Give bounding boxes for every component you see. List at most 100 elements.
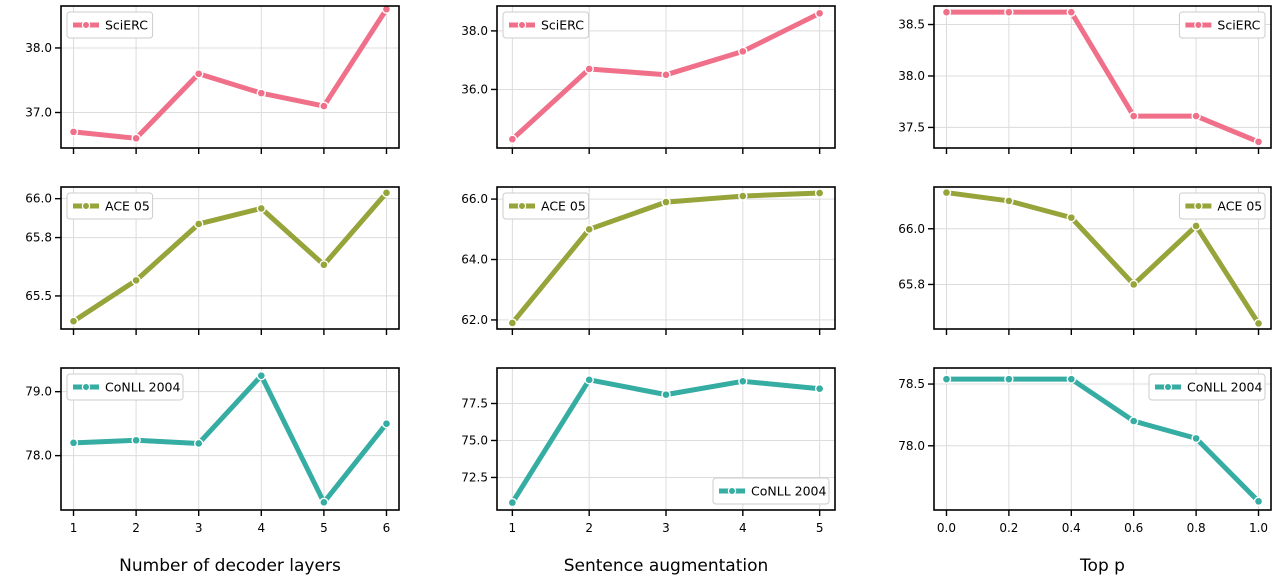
subplot-r1-c1: 62.0 64.0 66.0 ACE 05	[461, 186, 836, 335]
subplot-r1-c2: 65.8 66.0 ACE 05	[898, 186, 1272, 335]
y-tick-label: 66.0	[25, 192, 52, 206]
axes-frame	[60, 367, 400, 511]
legend-marker	[727, 486, 737, 496]
data-point	[584, 375, 594, 385]
data-point	[194, 438, 204, 449]
legend-marker	[81, 382, 91, 392]
legend-marker	[517, 201, 527, 211]
y-tick-label: 37.0	[25, 106, 52, 120]
y-tick-label: 38.5	[898, 18, 925, 32]
data-point	[1191, 111, 1201, 121]
data-point	[661, 389, 671, 400]
x-tick-label: 0.8	[1187, 521, 1206, 535]
subplot-r0-c1: 36.0 38.0 SciERC	[461, 5, 836, 154]
legend-box	[66, 192, 154, 220]
series-line	[943, 9, 1262, 145]
legend-marker	[1163, 382, 1173, 392]
legend-label: ACE 05	[541, 199, 586, 214]
series-line	[71, 373, 389, 505]
data-point	[381, 418, 392, 429]
data-point	[1191, 433, 1201, 444]
y-tick-label: 36.0	[461, 82, 488, 96]
data-point	[1066, 374, 1076, 384]
series-line	[71, 190, 389, 324]
data-point	[1004, 7, 1014, 17]
data-point	[256, 370, 266, 381]
data-point	[941, 187, 952, 198]
series-line	[943, 376, 1262, 504]
data-point	[1129, 111, 1139, 121]
x-tick-label: 5	[320, 521, 328, 535]
y-tick-label: 38.0	[25, 41, 52, 55]
y-tick-label: 37.5	[898, 120, 925, 134]
x-tick-label: 0.4	[1062, 521, 1081, 535]
x-tick-label: 2	[585, 521, 593, 535]
y-tick-label: 64.0	[461, 253, 488, 267]
x-tick-label: 1	[509, 521, 517, 535]
data-point	[1004, 374, 1014, 384]
data-point	[194, 219, 204, 229]
data-point	[814, 384, 825, 394]
subplot-r2-c2: 0.0 0.2 0.4 0.6 0.8 1.0 78.0 78.5 CoNLL 2004	[898, 367, 1272, 535]
data-point	[507, 134, 518, 144]
data-point	[1066, 212, 1076, 223]
data-point	[584, 224, 594, 234]
x-tick-label: 6	[383, 521, 391, 535]
legend: SciERC	[66, 11, 154, 39]
legend-box	[712, 477, 830, 505]
data-point	[584, 64, 594, 74]
legend: SciERC	[502, 11, 590, 39]
data-point	[68, 438, 79, 448]
legend-label: SciERC	[541, 18, 584, 33]
legend-box	[502, 192, 590, 220]
legend-box	[1148, 373, 1266, 401]
data-point	[941, 374, 952, 384]
y-tick-label: 65.8	[25, 231, 52, 245]
data-point	[319, 101, 329, 111]
legend-marker	[81, 201, 91, 211]
y-tick-label: 79.0	[25, 385, 52, 399]
legend-marker	[517, 20, 527, 30]
x-axis-label: Number of decoder layers	[119, 556, 341, 576]
data-point	[256, 88, 266, 98]
legend: SciERC	[1178, 11, 1266, 39]
x-tick-label: 5	[816, 521, 824, 535]
legend: ACE 05	[66, 192, 154, 220]
data-point	[131, 435, 141, 445]
legend-marker	[81, 20, 91, 30]
data-point	[661, 70, 671, 80]
x-tick-label: 1	[70, 521, 78, 535]
data-point	[1253, 137, 1264, 147]
data-point	[1004, 196, 1014, 206]
data-point	[381, 188, 392, 198]
legend: CoNLL 2004	[712, 477, 830, 505]
legend: ACE 05	[502, 192, 590, 220]
data-point	[814, 188, 825, 198]
data-point	[738, 191, 748, 201]
legend-box	[1178, 11, 1266, 39]
data-point	[68, 316, 79, 326]
y-tick-label: 72.5	[461, 470, 488, 484]
subplot-r0-c0: 37.0 38.0 SciERC	[25, 4, 400, 154]
data-point	[256, 203, 266, 214]
legend-marker	[1194, 201, 1203, 211]
x-tick-label: 0.6	[1124, 521, 1143, 535]
y-tick-label: 78.0	[25, 449, 52, 463]
y-tick-label: 77.5	[461, 397, 488, 411]
y-tick-label: 62.0	[461, 313, 488, 327]
data-point	[1253, 318, 1264, 329]
x-tick-label: 4	[739, 521, 747, 535]
series-line	[943, 190, 1262, 326]
y-tick-label: 65.5	[25, 289, 52, 303]
data-point	[507, 497, 518, 508]
legend-box	[1178, 192, 1266, 220]
data-point	[1066, 7, 1076, 17]
data-point	[738, 376, 748, 387]
legend: ACE 05	[1178, 192, 1266, 220]
data-point	[1129, 416, 1139, 426]
y-tick-label: 78.5	[898, 377, 925, 391]
legend-label: CoNLL 2004	[1187, 380, 1262, 395]
x-axis-label: Top p	[1079, 556, 1125, 576]
data-point	[319, 260, 329, 270]
data-point	[661, 197, 671, 207]
